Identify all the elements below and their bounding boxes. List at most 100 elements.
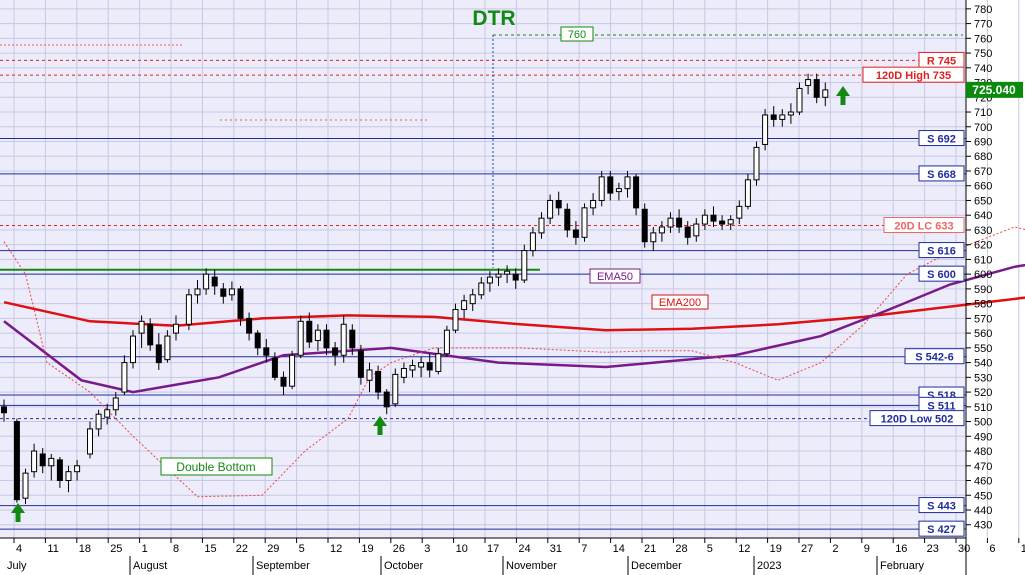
candle	[512, 268, 519, 289]
candle	[194, 280, 201, 304]
x-tick-label: 12	[330, 543, 342, 555]
trailing-stop-line	[3, 226, 1025, 498]
y-axis: 430 440 450 460 470 480 490 500 510 520 530 540 550 5…	[965, 0, 992, 575]
x-tick-label: 27	[801, 543, 813, 555]
x-month-label: November	[506, 560, 557, 572]
y-tick-label: 480	[974, 446, 992, 458]
candle	[478, 277, 485, 300]
last-price-marker: 725.040	[966, 81, 1023, 98]
candle	[147, 318, 154, 351]
candle	[435, 347, 442, 375]
ema50-text: EMA50	[597, 271, 633, 283]
candle	[461, 294, 468, 319]
candle	[323, 324, 330, 356]
y-tick-label: 440	[974, 505, 992, 517]
candle	[130, 330, 136, 369]
y-tick-label: 450	[974, 490, 992, 502]
ema50-line	[3, 263, 1025, 394]
candle	[710, 206, 717, 227]
candle	[822, 82, 829, 107]
x-month-label: September	[256, 560, 310, 572]
candle	[112, 392, 119, 416]
y-tick-label: 630	[974, 225, 992, 237]
level-label: R 745	[927, 55, 956, 67]
x-tick-label: 13	[1021, 543, 1025, 555]
candle	[203, 268, 210, 295]
candle	[357, 344, 364, 385]
candle	[762, 109, 769, 151]
candle	[805, 73, 812, 95]
target-760-label: 760	[560, 26, 594, 42]
y-tick-label: 780	[974, 4, 992, 16]
x-tick-label: 4	[16, 543, 22, 555]
x-tick-label: 10	[456, 543, 468, 555]
x-tick-label: 1	[142, 543, 148, 555]
y-tick-label: 500	[974, 417, 992, 429]
x-tick-label: 3	[424, 543, 430, 555]
y-tick-label: 530	[974, 372, 992, 384]
level-label: 20D LC 633	[894, 221, 953, 233]
candle	[547, 194, 554, 225]
candle	[155, 333, 162, 370]
candle	[409, 359, 416, 378]
up-arrow-icon	[373, 416, 387, 435]
candle	[13, 418, 20, 503]
level-label-box	[904, 348, 965, 365]
candle	[375, 365, 382, 400]
y-tick-label: 560	[974, 328, 992, 340]
y-tick-label: 460	[974, 476, 992, 488]
y-tick-label: 590	[974, 284, 992, 296]
level-label: S 600	[927, 269, 956, 281]
candle	[392, 368, 399, 407]
candle	[555, 191, 562, 216]
x-tick-label: 22	[236, 543, 248, 555]
candle	[736, 200, 743, 225]
candle	[624, 170, 631, 198]
y-tick-label: 600	[974, 269, 992, 281]
candle	[138, 315, 145, 348]
level-label: 120D Low 502	[881, 414, 954, 426]
x-axis-background	[0, 538, 966, 575]
candle	[564, 203, 571, 238]
candle	[280, 371, 287, 396]
x-axis: 4 11 18 25 1 8 15 22 29 5 12 19 26 3 10 17 24 31 7 14 21 28 5 1…	[0, 537, 1025, 575]
candle	[22, 468, 29, 505]
y-tick-label: 580	[974, 299, 992, 311]
candle	[538, 212, 545, 239]
candle	[246, 312, 253, 341]
y-tick-label: 640	[974, 210, 992, 222]
candle	[495, 268, 502, 286]
x-tick-label: 5	[707, 543, 713, 555]
candle	[31, 443, 38, 478]
x-month-label: October	[384, 560, 423, 572]
x-month-label: December	[631, 560, 682, 572]
level-label-box	[918, 265, 965, 282]
candle	[581, 203, 588, 242]
level-label-box	[883, 217, 965, 234]
candle	[340, 315, 347, 363]
candlesticks	[1, 73, 829, 505]
ema50-label: EMA50	[589, 268, 641, 284]
y-tick-label: 770	[974, 19, 992, 31]
x-tick-label: 15	[204, 543, 216, 555]
candle	[400, 362, 407, 384]
x-tick-label: 26	[393, 543, 405, 555]
candle	[469, 288, 476, 312]
candle	[104, 403, 111, 425]
chart-title: DTR	[472, 7, 515, 30]
y-tick-label: 740	[974, 63, 992, 75]
candle	[719, 215, 726, 230]
x-tick-label: 19	[361, 543, 373, 555]
candle	[426, 353, 433, 378]
y-tick-label: 700	[974, 122, 992, 134]
level-label-box	[918, 242, 965, 259]
level-label: S 542-6	[915, 352, 954, 364]
y-tick-label: 690	[974, 137, 992, 149]
candle	[787, 103, 794, 124]
y-tick-label: 670	[974, 166, 992, 178]
x-tick-label: 30	[958, 543, 970, 555]
y-tick-label: 470	[974, 461, 992, 473]
candle	[598, 170, 605, 207]
candle	[173, 315, 179, 341]
